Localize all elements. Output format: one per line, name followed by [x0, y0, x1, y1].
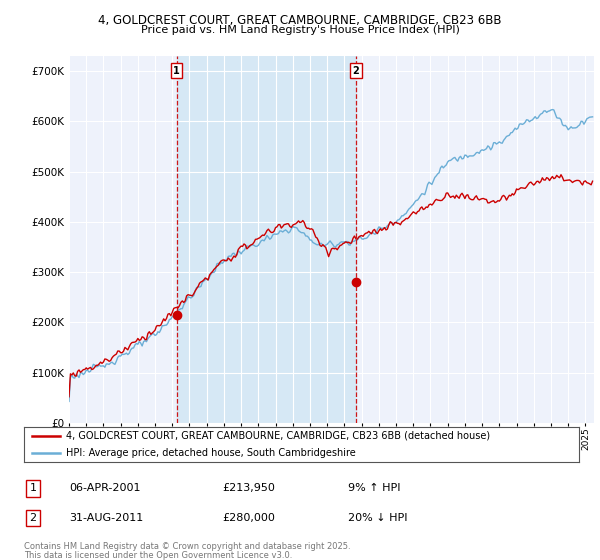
Text: This data is licensed under the Open Government Licence v3.0.: This data is licensed under the Open Gov… [24, 551, 292, 560]
Text: 9% ↑ HPI: 9% ↑ HPI [348, 483, 401, 493]
Text: 1: 1 [173, 66, 180, 76]
Text: Price paid vs. HM Land Registry's House Price Index (HPI): Price paid vs. HM Land Registry's House … [140, 25, 460, 35]
Text: 2: 2 [353, 66, 359, 76]
Text: Contains HM Land Registry data © Crown copyright and database right 2025.: Contains HM Land Registry data © Crown c… [24, 542, 350, 550]
Text: 2: 2 [29, 513, 37, 523]
Text: HPI: Average price, detached house, South Cambridgeshire: HPI: Average price, detached house, Sout… [65, 449, 355, 458]
Text: 4, GOLDCREST COURT, GREAT CAMBOURNE, CAMBRIDGE, CB23 6BB: 4, GOLDCREST COURT, GREAT CAMBOURNE, CAM… [98, 14, 502, 27]
Text: 20% ↓ HPI: 20% ↓ HPI [348, 513, 407, 523]
Text: 1: 1 [29, 483, 37, 493]
Text: 31-AUG-2011: 31-AUG-2011 [69, 513, 143, 523]
Text: £280,000: £280,000 [222, 513, 275, 523]
Bar [176, 56, 356, 423]
Text: 06-APR-2001: 06-APR-2001 [69, 483, 140, 493]
Text: 4, GOLDCREST COURT, GREAT CAMBOURNE, CAMBRIDGE, CB23 6BB (detached house): 4, GOLDCREST COURT, GREAT CAMBOURNE, CAM… [65, 431, 490, 441]
Text: £213,950: £213,950 [222, 483, 275, 493]
